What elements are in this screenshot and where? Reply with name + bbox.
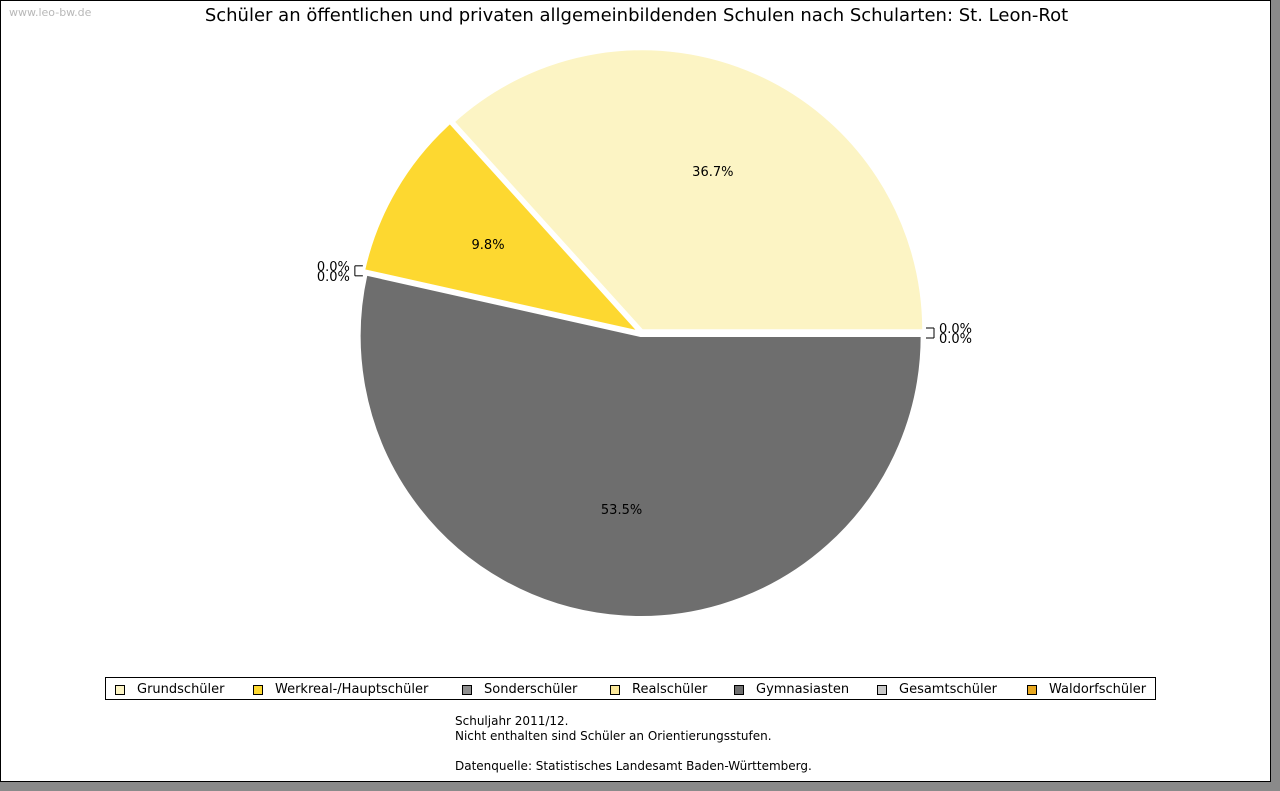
legend-item: Sonderschüler — [462, 682, 577, 697]
legend-item: Gesamtschüler — [877, 682, 997, 697]
legend-label: Gymnasiasten — [756, 682, 850, 697]
slice-label-1: 36.7% — [692, 165, 733, 180]
pie-slice-1 — [452, 48, 925, 332]
legend-item: Waldorfschüler — [1027, 682, 1146, 697]
legend-swatch — [253, 684, 263, 695]
legend-item: Gymnasiasten — [734, 682, 849, 697]
footnote-year: Schuljahr 2011/12. — [455, 714, 569, 728]
legend-item: Werkreal-/Hauptschüler — [253, 682, 428, 697]
slice-label-5: 53.5% — [601, 503, 642, 518]
legend-swatch — [462, 684, 472, 695]
slice-label-6: 0.0% — [939, 322, 972, 337]
footnote-source: Datenquelle: Statistisches Landesamt Bad… — [455, 759, 812, 773]
legend-swatch — [610, 684, 620, 695]
chart-title: Schüler an öffentlichen und privaten all… — [204, 5, 1069, 26]
legend-item: Grundschüler — [115, 682, 225, 697]
slice-label-3: 0.0% — [317, 260, 350, 275]
legend-label: Grundschüler — [137, 682, 225, 697]
legend-swatch — [1027, 684, 1037, 695]
pie-slice-5 — [358, 273, 923, 618]
legend-label: Waldorfschüler — [1049, 682, 1147, 697]
slice-label-4: 0.0% — [317, 270, 350, 285]
slice-label-7: 0.0% — [939, 332, 972, 347]
legend-label: Werkreal-/Hauptschüler — [275, 682, 429, 697]
legend-swatch — [734, 684, 744, 695]
legend-swatch — [115, 684, 125, 695]
footnote-note: Nicht enthalten sind Schüler an Orientie… — [455, 729, 772, 743]
legend-label: Gesamtschüler — [899, 682, 997, 697]
legend-label: Sonderschüler — [484, 682, 578, 697]
legend-item: Realschüler — [610, 682, 707, 697]
watermark: www.leo-bw.de — [9, 6, 92, 19]
pie-slice-2 — [362, 121, 642, 334]
legend-swatch — [877, 684, 887, 695]
slice-label-2: 9.8% — [472, 238, 505, 253]
legend-label: Realschüler — [632, 682, 708, 697]
chart-legend: Grundschüler Werkreal-/Hauptschüler Sonder… — [105, 677, 1156, 700]
footnote: Schuljahr 2011/12. Nicht enthalten sind … — [455, 714, 812, 774]
